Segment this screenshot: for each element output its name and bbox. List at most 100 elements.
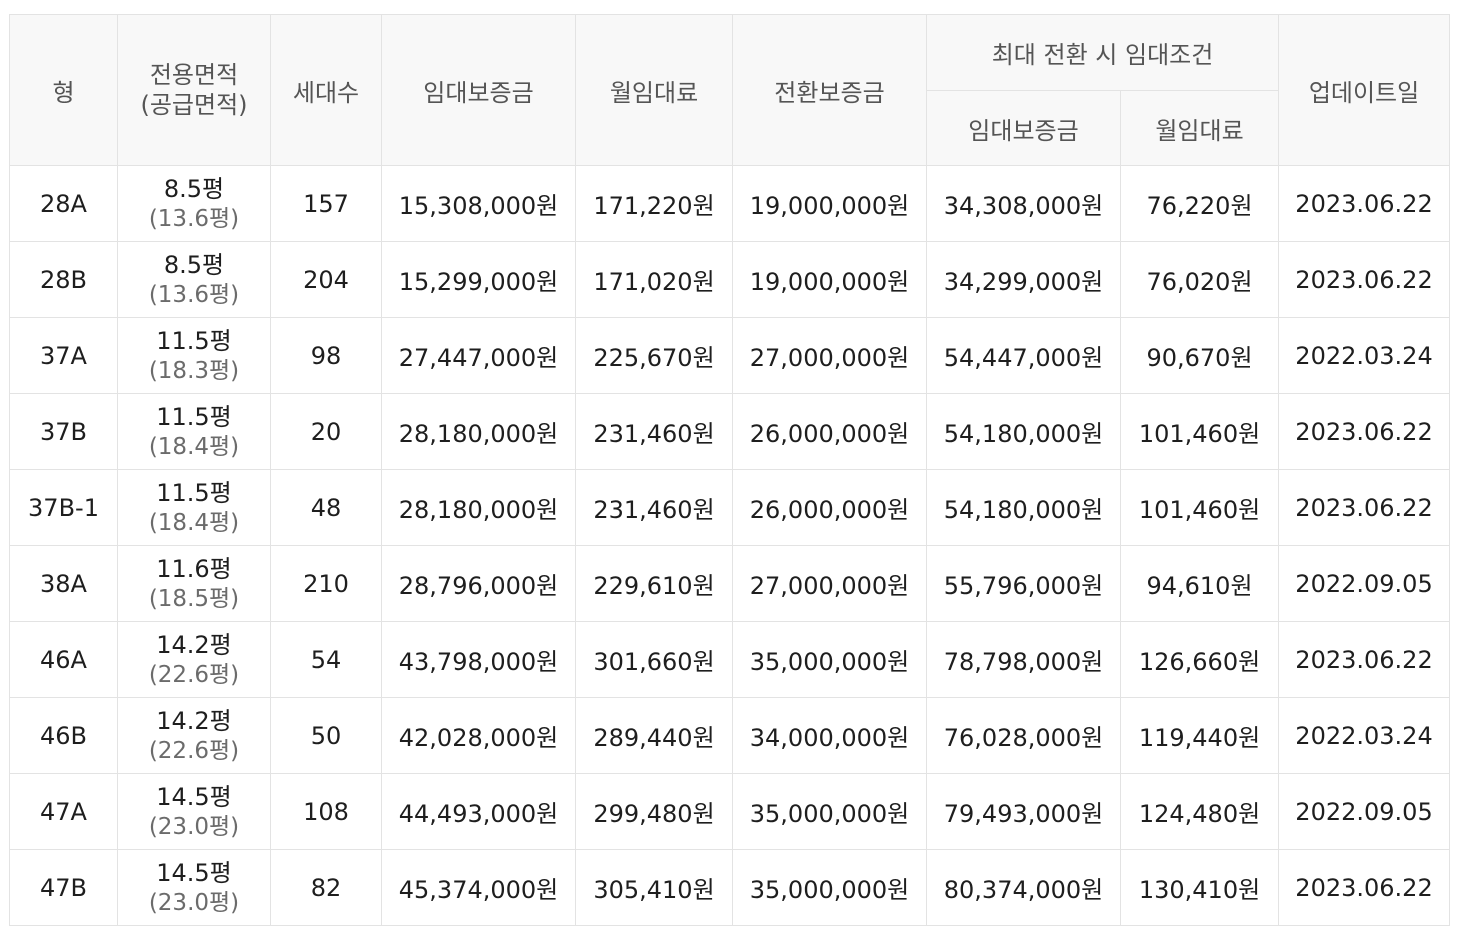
- cell-max-monthly-rent: 126,660원: [1119, 621, 1280, 698]
- cell-deposit: 15,308,000원: [381, 165, 576, 242]
- rental-conditions-table: 형 전용면적 (공급면적) 세대수 임대보증금 월임대료 전환보증금 최대 전환…: [9, 14, 1451, 926]
- cell-households: 50: [270, 697, 382, 774]
- exclusive-area: 11.5평: [156, 478, 232, 507]
- cell-max-monthly-rent: 119,440원: [1119, 697, 1280, 774]
- exclusive-area: 11.6평: [156, 554, 232, 583]
- cell-households: 20: [270, 393, 382, 470]
- cell-update-date: 2022.09.05: [1278, 545, 1451, 622]
- cell-area: 14.2평 (22.6평): [117, 697, 271, 774]
- cell-max-deposit: 54,447,000원: [926, 317, 1121, 394]
- exclusive-area: 14.5평: [156, 782, 232, 811]
- cell-area: 11.5평 (18.3평): [117, 317, 271, 394]
- exclusive-area: 8.5평: [163, 250, 225, 279]
- table-row: 46B 14.2평 (22.6평) 50 42,028,000원 289,440원 34,0…: [9, 697, 1451, 774]
- supply-area: (18.4평): [148, 509, 240, 536]
- supply-area: (23.0평): [148, 813, 240, 840]
- supply-area: (22.6평): [148, 661, 240, 688]
- cell-max-deposit: 34,308,000원: [926, 165, 1121, 242]
- supply-area: (18.4평): [148, 433, 240, 460]
- cell-deposit: 15,299,000원: [381, 241, 576, 318]
- cell-update-date: 2023.06.22: [1278, 621, 1451, 698]
- cell-update-date: 2022.03.24: [1278, 317, 1451, 394]
- cell-area: 14.2평 (22.6평): [117, 621, 271, 698]
- exclusive-area: 14.2평: [156, 630, 232, 659]
- cell-area: 14.5평 (23.0평): [117, 773, 271, 850]
- table-row: 47A 14.5평 (23.0평) 108 44,493,000원 299,480원 35,…: [9, 773, 1451, 850]
- cell-households: 48: [270, 469, 382, 546]
- cell-max-deposit: 34,299,000원: [926, 241, 1121, 318]
- cell-max-deposit: 54,180,000원: [926, 469, 1121, 546]
- cell-max-deposit: 78,798,000원: [926, 621, 1121, 698]
- cell-max-monthly-rent: 76,020원: [1119, 241, 1280, 318]
- cell-monthly-rent: 305,410원: [575, 849, 733, 926]
- cell-conversion-deposit: 34,000,000원: [732, 697, 927, 774]
- header-max-deposit: 임대보증금: [926, 90, 1121, 166]
- cell-max-monthly-rent: 101,460원: [1119, 469, 1280, 546]
- supply-area: (22.6평): [148, 737, 240, 764]
- cell-deposit: 45,374,000원: [381, 849, 576, 926]
- table-row: 28B 8.5평 (13.6평) 204 15,299,000원 171,020원 19,0…: [9, 241, 1451, 318]
- supply-area: (18.5평): [148, 585, 240, 612]
- cell-type: 37A: [9, 317, 118, 394]
- cell-max-deposit: 55,796,000원: [926, 545, 1121, 622]
- rental-conditions-table-container: 형 전용면적 (공급면적) 세대수 임대보증금 월임대료 전환보증금 최대 전환…: [9, 14, 1451, 926]
- cell-conversion-deposit: 35,000,000원: [732, 621, 927, 698]
- cell-households: 54: [270, 621, 382, 698]
- supply-area: (18.3평): [148, 357, 240, 384]
- supply-area: (23.0평): [148, 889, 240, 916]
- cell-conversion-deposit: 19,000,000원: [732, 165, 927, 242]
- table-body: 28A 8.5평 (13.6평) 157 15,308,000원 171,220원 19,0…: [9, 165, 1451, 926]
- cell-households: 210: [270, 545, 382, 622]
- table-row: 47B 14.5평 (23.0평) 82 45,374,000원 305,410원 35,0…: [9, 849, 1451, 926]
- cell-households: 204: [270, 241, 382, 318]
- cell-conversion-deposit: 26,000,000원: [732, 469, 927, 546]
- cell-monthly-rent: 301,660원: [575, 621, 733, 698]
- cell-update-date: 2023.06.22: [1278, 849, 1451, 926]
- cell-type: 37B: [9, 393, 118, 470]
- cell-monthly-rent: 229,610원: [575, 545, 733, 622]
- supply-area: (13.6평): [148, 205, 240, 232]
- cell-deposit: 28,796,000원: [381, 545, 576, 622]
- header-max-conversion-group: 최대 전환 시 임대조건: [925, 14, 1280, 91]
- cell-conversion-deposit: 35,000,000원: [732, 773, 927, 850]
- cell-monthly-rent: 289,440원: [575, 697, 733, 774]
- cell-max-deposit: 79,493,000원: [926, 773, 1121, 850]
- header-area: 전용면적 (공급면적): [117, 14, 271, 166]
- cell-conversion-deposit: 26,000,000원: [732, 393, 927, 470]
- cell-monthly-rent: 171,020원: [575, 241, 733, 318]
- cell-max-deposit: 80,374,000원: [926, 849, 1121, 926]
- exclusive-area: 11.5평: [156, 326, 232, 355]
- cell-type: 47B: [9, 849, 118, 926]
- cell-max-monthly-rent: 90,670원: [1119, 317, 1280, 394]
- cell-update-date: 2022.03.24: [1278, 697, 1451, 774]
- cell-conversion-deposit: 35,000,000원: [732, 849, 927, 926]
- cell-max-monthly-rent: 94,610원: [1119, 545, 1280, 622]
- cell-area: 11.5평 (18.4평): [117, 393, 271, 470]
- cell-deposit: 27,447,000원: [381, 317, 576, 394]
- exclusive-area: 14.5평: [156, 858, 232, 887]
- cell-update-date: 2023.06.22: [1278, 241, 1451, 318]
- exclusive-area: 14.2평: [156, 706, 232, 735]
- cell-max-deposit: 54,180,000원: [926, 393, 1121, 470]
- cell-deposit: 44,493,000원: [381, 773, 576, 850]
- cell-update-date: 2023.06.22: [1278, 393, 1451, 470]
- cell-deposit: 42,028,000원: [381, 697, 576, 774]
- cell-type: 46B: [9, 697, 118, 774]
- cell-monthly-rent: 231,460원: [575, 393, 733, 470]
- table-row: 37A 11.5평 (18.3평) 98 27,447,000원 225,670원 27,0…: [9, 317, 1451, 394]
- cell-monthly-rent: 171,220원: [575, 165, 733, 242]
- table-row: 38A 11.6평 (18.5평) 210 28,796,000원 229,610원 27,…: [9, 545, 1451, 622]
- header-deposit: 임대보증금: [381, 14, 576, 166]
- cell-deposit: 28,180,000원: [381, 469, 576, 546]
- header-households: 세대수: [270, 14, 382, 166]
- cell-type: 37B-1: [9, 469, 118, 546]
- cell-households: 98: [270, 317, 382, 394]
- header-max-monthly-rent: 월임대료: [1119, 90, 1280, 166]
- cell-update-date: 2023.06.22: [1278, 165, 1451, 242]
- cell-monthly-rent: 299,480원: [575, 773, 733, 850]
- table-row: 37B-1 11.5평 (18.4평) 48 28,180,000원 231,460원 26…: [9, 469, 1451, 546]
- cell-update-date: 2023.06.22: [1278, 469, 1451, 546]
- header-area-supply: (공급면적): [140, 91, 248, 119]
- cell-households: 82: [270, 849, 382, 926]
- cell-type: 46A: [9, 621, 118, 698]
